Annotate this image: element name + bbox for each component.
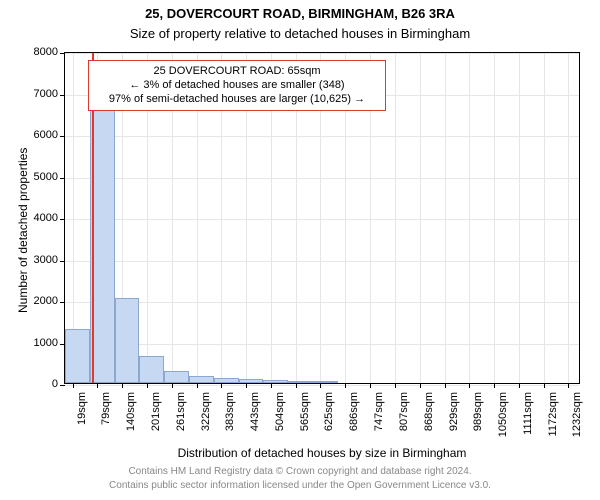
- y-tick-label: 7000: [26, 88, 58, 100]
- y-tick-label: 2000: [26, 295, 58, 307]
- annotation-box: 25 DOVERCOURT ROAD: 65sqm← 3% of detache…: [88, 60, 386, 111]
- x-tick-label: 1232sqm: [571, 392, 583, 437]
- x-tick-label: 443sqm: [249, 392, 261, 431]
- x-tick-label: 19sqm: [76, 392, 88, 425]
- x-tick-label: 383sqm: [224, 392, 236, 431]
- x-tick-label: 261sqm: [175, 392, 187, 431]
- x-tick-mark: [370, 383, 371, 388]
- y-tick-label: 3000: [26, 254, 58, 266]
- x-tick-label: 1050sqm: [497, 392, 509, 437]
- y-tick-label: 6000: [26, 129, 58, 141]
- x-tick-label: 1111sqm: [522, 392, 534, 435]
- x-tick-mark: [172, 383, 173, 388]
- y-tick-mark: [60, 385, 65, 386]
- y-tick-mark: [60, 136, 65, 137]
- page-subtitle: Size of property relative to detached ho…: [0, 26, 600, 41]
- y-tick-mark: [60, 302, 65, 303]
- x-tick-mark: [494, 383, 495, 388]
- x-tick-mark: [296, 383, 297, 388]
- y-tick-label: 4000: [26, 212, 58, 224]
- x-tick-mark: [469, 383, 470, 388]
- histogram-bar: [115, 298, 140, 383]
- histogram-bar: [214, 378, 239, 383]
- x-tick-mark: [197, 383, 198, 388]
- x-tick-mark: [420, 383, 421, 388]
- x-tick-label: 1172sqm: [547, 392, 559, 436]
- gridline-horizontal: [65, 385, 579, 386]
- x-tick-mark: [320, 383, 321, 388]
- y-tick-label: 5000: [26, 171, 58, 183]
- x-tick-mark: [246, 383, 247, 388]
- x-tick-mark: [445, 383, 446, 388]
- x-tick-label: 201sqm: [150, 392, 162, 431]
- x-tick-mark: [395, 383, 396, 388]
- histogram-bar: [313, 381, 338, 383]
- x-tick-mark: [73, 383, 74, 388]
- histogram-bar: [239, 379, 264, 383]
- gridline-vertical: [395, 53, 396, 383]
- x-tick-label: 504sqm: [274, 392, 286, 431]
- gridline-horizontal: [65, 219, 579, 220]
- page-title: 25, DOVERCOURT ROAD, BIRMINGHAM, B26 3RA: [0, 6, 600, 21]
- x-tick-mark: [345, 383, 346, 388]
- x-tick-label: 565sqm: [299, 392, 311, 431]
- gridline-horizontal: [65, 178, 579, 179]
- annotation-line: 97% of semi-detached houses are larger (…: [97, 93, 377, 107]
- gridline-horizontal: [65, 261, 579, 262]
- x-tick-label: 140sqm: [125, 392, 137, 431]
- y-tick-label: 0: [26, 378, 58, 390]
- y-tick-mark: [60, 219, 65, 220]
- y-tick-mark: [60, 261, 65, 262]
- y-tick-label: 1000: [26, 337, 58, 349]
- y-tick-label: 8000: [26, 46, 58, 58]
- x-tick-mark: [147, 383, 148, 388]
- x-tick-label: 747sqm: [373, 392, 385, 431]
- x-axis-label: Distribution of detached houses by size …: [64, 446, 580, 460]
- gridline-vertical: [519, 53, 520, 383]
- gridline-vertical: [445, 53, 446, 383]
- histogram-bar: [164, 371, 189, 383]
- x-tick-mark: [97, 383, 98, 388]
- x-tick-label: 929sqm: [448, 392, 460, 431]
- gridline-horizontal: [65, 136, 579, 137]
- x-tick-label: 79sqm: [100, 392, 112, 425]
- gridline-vertical: [568, 53, 569, 383]
- gridline-horizontal: [65, 53, 579, 54]
- x-tick-label: 989sqm: [472, 392, 484, 431]
- gridline-vertical: [420, 53, 421, 383]
- x-tick-mark: [122, 383, 123, 388]
- y-tick-mark: [60, 53, 65, 54]
- gridline-vertical: [544, 53, 545, 383]
- credit-line-2: Contains public sector information licen…: [0, 480, 600, 491]
- x-tick-mark: [271, 383, 272, 388]
- histogram-bar: [288, 381, 313, 383]
- x-tick-label: 868sqm: [423, 392, 435, 431]
- x-tick-label: 807sqm: [398, 392, 410, 431]
- gridline-vertical: [494, 53, 495, 383]
- x-tick-mark: [544, 383, 545, 388]
- annotation-line: ← 3% of detached houses are smaller (348…: [97, 79, 377, 93]
- x-tick-mark: [519, 383, 520, 388]
- histogram-bar: [65, 329, 90, 383]
- y-tick-mark: [60, 178, 65, 179]
- gridline-horizontal: [65, 302, 579, 303]
- x-tick-label: 625sqm: [323, 392, 335, 431]
- y-tick-mark: [60, 95, 65, 96]
- x-tick-mark: [221, 383, 222, 388]
- annotation-line: 25 DOVERCOURT ROAD: 65sqm: [97, 65, 377, 79]
- histogram-bar: [263, 380, 288, 383]
- gridline-vertical: [469, 53, 470, 383]
- credit-line-1: Contains HM Land Registry data © Crown c…: [0, 466, 600, 477]
- gridline-horizontal: [65, 344, 579, 345]
- histogram-bar: [189, 376, 214, 383]
- x-tick-mark: [568, 383, 569, 388]
- x-tick-label: 322sqm: [200, 392, 212, 431]
- histogram-bar: [139, 356, 164, 383]
- x-tick-label: 686sqm: [348, 392, 360, 431]
